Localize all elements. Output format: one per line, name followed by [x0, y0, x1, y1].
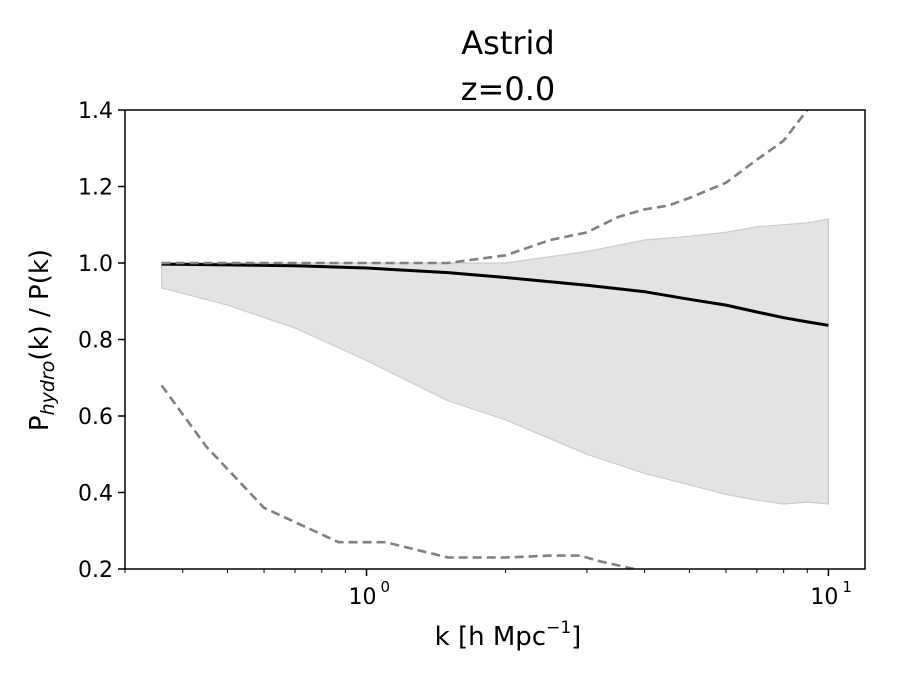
x-axis-label-sup: −1 — [546, 618, 571, 638]
y-axis-label-sub: hydro — [37, 361, 59, 416]
x-tick-label-exponent: 1 — [842, 578, 852, 596]
x-axis-label: k [h Mpc−1] — [435, 618, 582, 652]
chart-title-line2: z=0.0 — [461, 70, 556, 108]
y-tick-label: 1.0 — [78, 252, 113, 277]
y-axis-label: Phydro(k) / P(k) — [25, 249, 59, 431]
lower-dashed-line — [160, 384, 635, 569]
y-tick-label: 0.4 — [78, 482, 113, 507]
median-line — [161, 262, 829, 327]
x-tick-label-exponent: 0 — [381, 578, 391, 596]
x-tick-label: 10 — [349, 585, 377, 610]
y-tick-label: 0.8 — [78, 329, 113, 354]
y-tick-label: 0.6 — [78, 405, 113, 430]
x-axis-label-main: k [h Mpc — [435, 622, 546, 652]
y-axis-label-main: P — [25, 415, 55, 431]
y-tick-label: 1.2 — [78, 176, 113, 201]
y-axis-label-rest: (k) / P(k) — [25, 249, 55, 361]
ticks: 0.20.40.60.81.01.21.410 0 10 1 — [78, 99, 852, 610]
chart-title-line1: Astrid — [461, 24, 554, 62]
x-tick-label: 10 — [810, 585, 838, 610]
y-tick-label: 1.4 — [78, 99, 113, 124]
x-axis-label-close: ] — [571, 622, 581, 652]
plot-area — [160, 110, 829, 569]
scatter-band — [161, 218, 829, 505]
y-tick-label: 0.2 — [78, 558, 113, 583]
upper-dashed-line — [161, 110, 809, 265]
